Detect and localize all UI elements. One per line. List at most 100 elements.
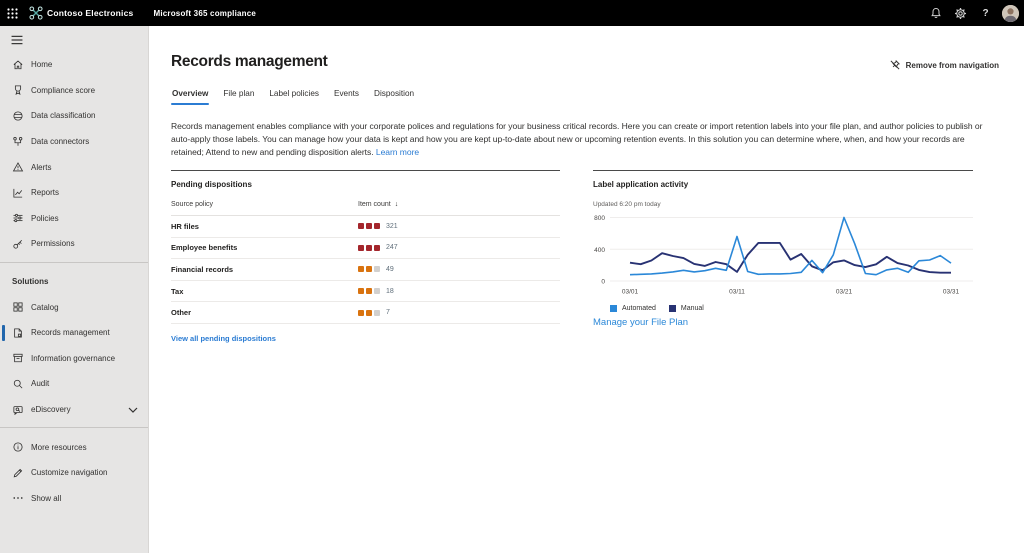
sidebar-item-label: Policies xyxy=(31,213,59,223)
sidebar-item-customize-navigation[interactable]: Customize navigation xyxy=(0,460,148,486)
user-avatar[interactable] xyxy=(1002,4,1019,22)
waffle-grid xyxy=(6,7,18,19)
hamburger-menu-icon[interactable] xyxy=(0,26,148,46)
reports-icon xyxy=(12,187,24,199)
disposition-row-hr-files[interactable]: HR files 321 xyxy=(171,216,560,238)
disposition-row-tax[interactable]: Tax 18 xyxy=(171,281,560,303)
sidebar-item-data-connectors[interactable]: Data connectors xyxy=(0,129,148,155)
series-automated[interactable] xyxy=(629,216,952,276)
chart-updated-timestamp: Updated 6:20 pm today xyxy=(593,201,661,208)
main-content: Records management Remove from navigatio… xyxy=(150,26,1024,553)
tab-label-policies[interactable]: Label policies xyxy=(269,89,319,98)
tab-overview[interactable]: Overview xyxy=(171,86,210,105)
sidebar-item-alerts[interactable]: Alerts xyxy=(0,154,148,180)
tab-events[interactable]: Events xyxy=(334,89,360,98)
legend-item-manual[interactable]: Manual xyxy=(668,305,704,312)
legend-swatch xyxy=(610,305,617,312)
sidebar-item-show-all[interactable]: Show all xyxy=(0,486,148,512)
source-policy-name: HR files xyxy=(171,221,199,231)
sidebar-item-label: Data connectors xyxy=(31,137,90,147)
help-icon[interactable]: ? xyxy=(973,0,998,26)
severity-square xyxy=(366,223,372,230)
item-count-cell: 247 xyxy=(358,244,560,251)
help-glyph: ? xyxy=(982,7,989,19)
sidebar-item-audit[interactable]: Audit xyxy=(0,371,148,397)
sidebar-item-compliance-score[interactable]: Compliance score xyxy=(0,78,148,104)
records-management-icon xyxy=(12,327,24,339)
sidebar-item-records-management[interactable]: Records management xyxy=(0,320,148,346)
disposition-row-financial-records[interactable]: Financial records 49 xyxy=(171,259,560,281)
item-count-cell: 321 xyxy=(358,223,560,230)
learn-more-link[interactable]: Learn more xyxy=(375,147,420,157)
severity-square xyxy=(374,266,380,273)
sidebar-item-label: Data classification xyxy=(31,111,96,121)
data-classification-icon xyxy=(12,110,24,122)
series-manual[interactable] xyxy=(629,241,951,274)
manage-file-plan-link[interactable]: Manage your File Plan xyxy=(593,317,689,328)
sidebar-item-more-resources[interactable]: More resources xyxy=(0,434,148,460)
contoso-logo-icon xyxy=(29,6,43,20)
brand[interactable]: Contoso Electronics xyxy=(29,6,133,20)
policies-icon xyxy=(12,212,24,224)
line-chart-svg: 0 400 800 03/01 03/11 03/21 03/31 xyxy=(594,215,973,296)
sidebar-item-label: Catalog xyxy=(31,302,59,312)
y-axis-tick-label: 800 xyxy=(594,215,605,222)
legend-label: Automated xyxy=(622,305,656,312)
table-body: HR files 321 Employee benefits 247 Financial… xyxy=(171,216,560,324)
x-axis-tick-label: 03/11 xyxy=(729,289,745,296)
x-axis-tick-label: 03/21 xyxy=(836,289,853,296)
column-item-count[interactable]: Item count ↓ xyxy=(358,201,560,208)
sidebar-item-label: Reports xyxy=(31,188,60,198)
sidebar-item-policies[interactable]: Policies xyxy=(0,206,148,232)
sidebar-item-home[interactable]: Home xyxy=(0,52,148,78)
legend-item-automated[interactable]: Automated xyxy=(610,305,656,312)
settings-gear-icon[interactable] xyxy=(948,0,973,26)
page-title: Records management xyxy=(171,53,328,70)
left-navigation: Home Compliance score Data classification D… xyxy=(0,26,149,553)
waffle-menu-icon[interactable] xyxy=(0,0,24,26)
disposition-row-other[interactable]: Other 7 xyxy=(171,302,560,324)
solutions-header: Solutions xyxy=(12,277,49,287)
sidebar-item-reports[interactable]: Reports xyxy=(0,180,148,206)
disposition-row-employee-benefits[interactable]: Employee benefits 247 xyxy=(171,238,560,260)
view-all-pending-dispositions-link[interactable]: View all pending dispositions xyxy=(171,333,276,343)
nav-solutions-list: Catalog Records management Information gov… xyxy=(0,294,148,422)
source-policy-name: Other xyxy=(171,308,192,318)
ediscovery-icon xyxy=(12,404,24,416)
tab-disposition[interactable]: Disposition xyxy=(374,89,415,98)
pending-dispositions-title: Pending dispositions xyxy=(171,180,252,189)
label-activity-title: Label application activity xyxy=(593,180,689,189)
severity-square xyxy=(366,266,372,273)
item-count-cell: 49 xyxy=(358,266,560,273)
sidebar-item-label: Audit xyxy=(31,379,50,389)
column-source-policy[interactable]: Source policy xyxy=(171,201,214,208)
item-count-cell: 7 xyxy=(358,309,560,316)
sidebar-item-information-governance[interactable]: Information governance xyxy=(0,346,148,372)
compliance-score-icon xyxy=(12,84,24,96)
item-count-value: 321 xyxy=(386,222,398,230)
app-title: Microsoft 365 compliance xyxy=(153,8,257,18)
legend-label: Manual xyxy=(680,305,704,312)
label-activity-card: Label application activity Updated 6:20 … xyxy=(593,170,973,330)
x-axis-tick-label: 03/31 xyxy=(943,289,960,296)
sidebar-divider-2 xyxy=(0,427,148,429)
sidebar-item-label: Records management xyxy=(31,328,110,338)
sidebar-item-ediscovery[interactable]: eDiscovery xyxy=(0,397,148,423)
pivot-tabs: Overview File plan Label policies Events Dis… xyxy=(171,86,428,105)
sidebar-item-permissions[interactable]: Permissions xyxy=(0,231,148,257)
customize-navigation-icon xyxy=(12,467,24,479)
tab-file-plan[interactable]: File plan xyxy=(223,89,255,98)
description-text: Records management enables compliance wi… xyxy=(171,121,983,157)
notifications-bell-icon[interactable] xyxy=(923,0,948,26)
audit-icon xyxy=(12,378,24,390)
sidebar-item-label: Information governance xyxy=(31,353,116,363)
remove-from-navigation-button[interactable]: Remove from navigation xyxy=(889,59,999,71)
show-all-icon xyxy=(12,492,24,504)
sidebar-item-data-classification[interactable]: Data classification xyxy=(0,103,148,129)
source-policy-name: Tax xyxy=(171,286,184,296)
unpin-icon xyxy=(890,59,900,70)
severity-square xyxy=(358,266,364,273)
sidebar-item-label: More resources xyxy=(31,442,87,452)
sidebar-item-catalog[interactable]: Catalog xyxy=(0,294,148,320)
alerts-icon xyxy=(12,161,24,173)
